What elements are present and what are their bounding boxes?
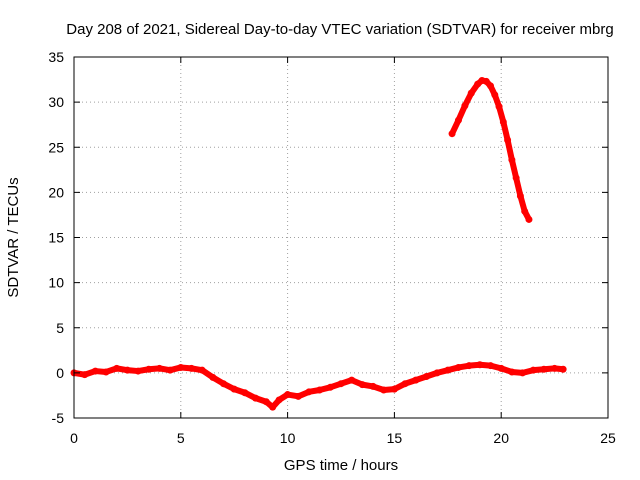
- data-point: [499, 118, 507, 126]
- data-point: [305, 388, 313, 396]
- y-tick-label: 10: [48, 275, 64, 291]
- data-point: [369, 382, 377, 390]
- data-point: [454, 116, 462, 124]
- data-point: [348, 376, 356, 384]
- series-0: [70, 361, 567, 411]
- y-tick-label: 0: [56, 365, 64, 381]
- data-point: [155, 364, 163, 372]
- data-point: [444, 366, 452, 374]
- data-point: [316, 386, 324, 394]
- x-axis-title: GPS time / hours: [284, 457, 398, 474]
- x-tick-label: 15: [387, 430, 403, 446]
- y-tick-label: 25: [48, 139, 64, 155]
- data-point: [102, 368, 110, 376]
- data-point: [433, 369, 441, 377]
- axis-layer: 0 5 10 15 20 25 -5 0 5 10 15 20 25 30 35: [48, 49, 616, 446]
- data-point: [284, 391, 292, 399]
- data-point: [529, 366, 537, 374]
- x-tick-label: 5: [177, 430, 185, 446]
- data-point: [512, 174, 520, 182]
- data-point: [230, 385, 238, 393]
- y-tick-label: -5: [52, 410, 65, 426]
- x-tick-label: 25: [600, 430, 616, 446]
- data-point: [337, 380, 345, 388]
- data-point: [504, 136, 512, 144]
- data-point: [123, 366, 131, 374]
- data-point: [491, 91, 499, 99]
- data-point: [401, 380, 409, 388]
- data-point: [461, 102, 469, 110]
- data-point: [358, 381, 366, 389]
- data-point: [134, 367, 142, 375]
- data-point: [326, 383, 334, 391]
- y-tick-label: 35: [48, 49, 64, 65]
- data-point: [422, 372, 430, 380]
- grid-layer: [74, 57, 608, 418]
- y-tick-label: 20: [48, 184, 64, 200]
- data-point: [454, 363, 462, 371]
- y-tick-label: 15: [48, 230, 64, 246]
- data-point: [519, 369, 527, 377]
- data-point: [467, 89, 475, 97]
- data-point: [487, 362, 495, 370]
- data-point: [448, 130, 456, 138]
- data-point: [551, 364, 559, 372]
- x-tick-label: 0: [70, 430, 78, 446]
- data-point: [220, 380, 228, 388]
- data-point: [516, 192, 524, 200]
- data-point: [81, 371, 89, 379]
- data-point: [497, 364, 505, 372]
- data-point: [241, 389, 249, 397]
- data-point: [412, 376, 420, 384]
- data-point: [113, 364, 121, 372]
- data-point: [275, 396, 283, 404]
- data-point: [209, 373, 217, 381]
- data-point: [269, 403, 277, 411]
- data-point: [508, 156, 516, 164]
- series-layer: [70, 76, 567, 411]
- data-point: [252, 394, 260, 402]
- data-point: [380, 386, 388, 394]
- series-line: [449, 77, 532, 223]
- data-point: [177, 363, 185, 371]
- data-point: [495, 103, 503, 111]
- data-point: [465, 362, 473, 370]
- data-point: [525, 215, 533, 223]
- y-axis-title: SDTVAR / TECUs: [5, 177, 22, 297]
- data-point: [476, 361, 484, 369]
- data-point: [91, 367, 99, 375]
- data-point: [294, 392, 302, 400]
- series-1: [448, 76, 533, 223]
- data-point: [487, 82, 495, 90]
- data-point: [145, 365, 153, 373]
- data-point: [187, 364, 195, 372]
- data-point: [540, 365, 548, 373]
- data-point: [482, 77, 490, 85]
- y-tick-label: 30: [48, 94, 64, 110]
- x-tick-label: 10: [280, 430, 296, 446]
- data-point: [166, 366, 174, 374]
- data-point: [198, 366, 206, 374]
- data-point: [262, 398, 270, 406]
- y-tick-label: 5: [56, 320, 64, 336]
- data-point: [521, 207, 529, 215]
- x-tick-label: 20: [493, 430, 509, 446]
- data-point: [508, 368, 516, 376]
- data-point: [390, 385, 398, 393]
- data-point: [559, 365, 567, 373]
- chart-title: Day 208 of 2021, Sidereal Day-to-day VTE…: [66, 21, 613, 38]
